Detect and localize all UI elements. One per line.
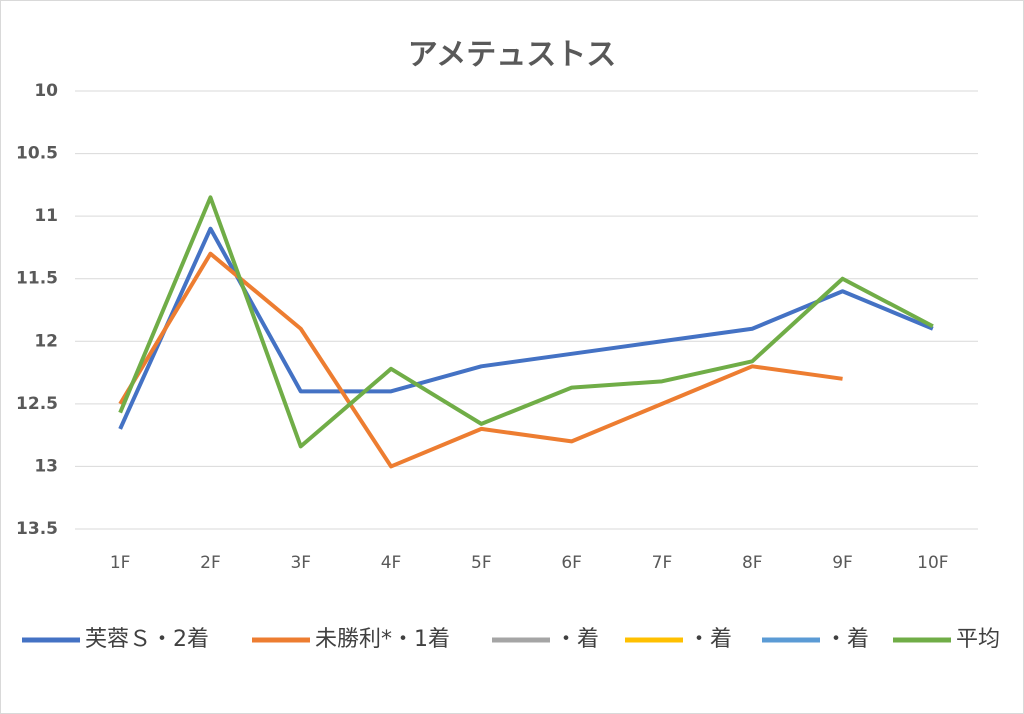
y-tick-label: 12 [34,331,58,351]
y-tick-label: 11 [34,206,58,226]
legend-label: 芙蓉Ｓ・2着 [85,627,209,652]
chart-title: アメテュストス [408,38,617,73]
series-line [118,226,934,430]
x-tick-label: 10F [917,553,948,573]
x-tick-label: 4F [381,553,402,573]
x-tick-label: 6F [561,553,582,573]
x-tick-label: 1F [110,553,131,573]
series-line [118,195,934,449]
legend-label: 未勝利*・1着 [315,627,450,652]
y-tick-label: 10.5 [16,144,58,164]
legend-label: ・着 [825,627,869,652]
x-tick-label: 7F [652,553,673,573]
x-tick-label: 5F [471,553,492,573]
y-tick-label: 10 [34,81,58,101]
x-tick-label: 8F [742,553,763,573]
x-tick-label: 2F [200,553,221,573]
legend-label: ・着 [688,627,732,652]
y-tick-label: 13 [34,456,58,476]
x-tick-label: 3F [290,553,311,573]
legend-label: ・着 [555,627,599,652]
legend-label: 平均 [956,627,1000,652]
x-tick-label: 9F [832,553,853,573]
y-tick-label: 13.5 [16,519,58,539]
y-tick-label: 11.5 [16,269,58,289]
y-tick-label: 12.5 [16,394,58,414]
